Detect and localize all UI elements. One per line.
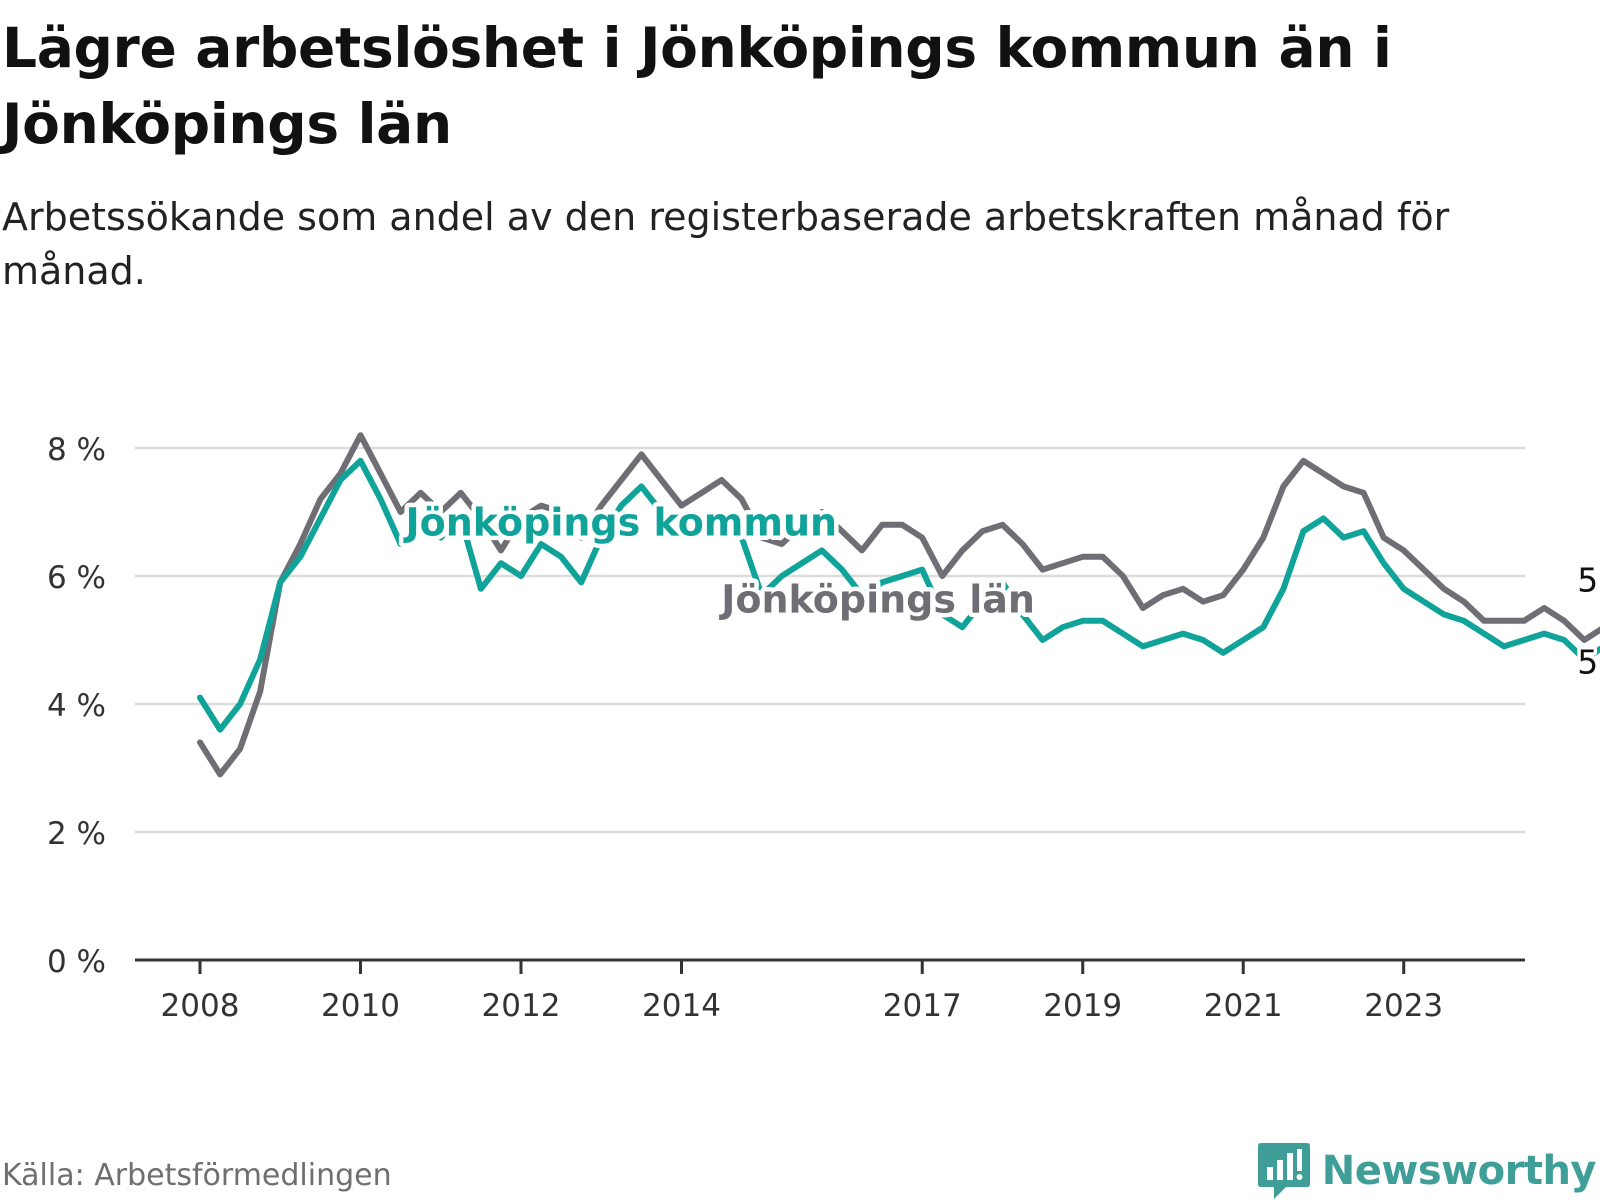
y-tick-label: 0 %	[47, 944, 106, 980]
x-tick-label: 2008	[161, 988, 240, 1024]
y-tick-label: 2 %	[47, 816, 106, 852]
newsworthy-logo: Newsworthy	[1256, 1140, 1597, 1202]
series-line-kommun	[197, 457, 1600, 733]
x-tick-label: 2019	[1043, 988, 1122, 1024]
bar-chart-bubble-icon	[1257, 1143, 1310, 1199]
y-tick-label: 8 %	[47, 432, 106, 468]
grid-lines	[135, 446, 1525, 834]
x-tick-label: 2014	[642, 988, 721, 1024]
series-label-lan: Jönköpings län	[718, 577, 1035, 621]
end-value-label-kommun: 5,1 %	[1577, 643, 1600, 682]
x-tick-label: 2012	[482, 988, 561, 1024]
chart-subtitle: Arbetssökande som andel av den registerb…	[2, 195, 1450, 293]
source-note: Källa: Arbetsförmedlingen	[2, 1158, 392, 1193]
x-axis	[135, 958, 1525, 974]
chart-title: Lägre arbetslöshet i Jönköpings kommun ä…	[2, 16, 1392, 156]
y-tick-label: 6 %	[47, 560, 106, 596]
x-tick-label: 2021	[1204, 988, 1283, 1024]
series-labels: Jönköpings län Jönköpings kommun 5,4 % 5,1 …	[398, 496, 1600, 685]
series-lines	[197, 432, 1600, 778]
y-axis-labels: 0 % 2 % 4 % 6 % 8 %	[47, 432, 106, 980]
end-value-label-lan: 5,4 %	[1577, 560, 1600, 599]
x-axis-labels: 2008 2010 2012 2014 2017 2019 2021 2023	[161, 988, 1444, 1024]
series-line-lan	[197, 432, 1600, 778]
y-tick-label: 4 %	[47, 688, 106, 724]
x-tick-label: 2017	[883, 988, 962, 1024]
brand-name: Newsworthy	[1321, 1148, 1597, 1194]
x-tick-label: 2023	[1364, 988, 1443, 1024]
series-label-kommun: Jönköpings kommun	[402, 501, 837, 545]
x-tick-label: 2010	[321, 988, 400, 1024]
